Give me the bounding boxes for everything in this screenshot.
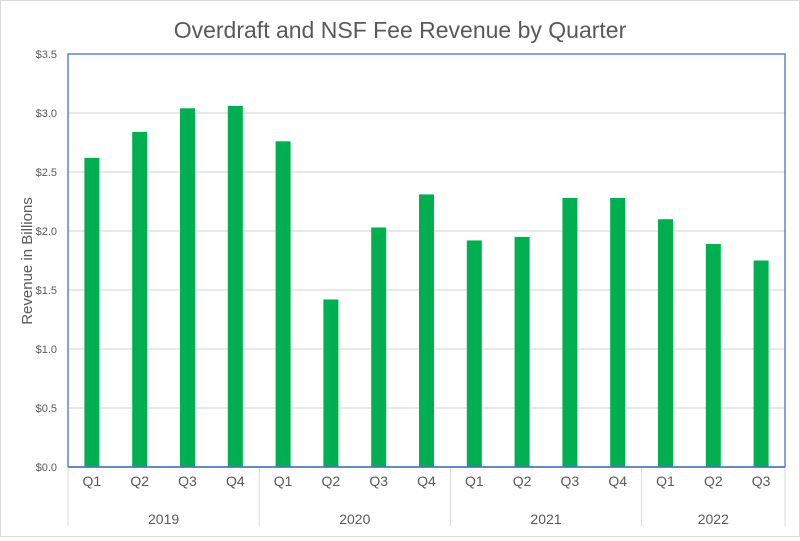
x-group-label: 2022	[698, 511, 729, 527]
bar	[705, 243, 721, 467]
bar	[132, 131, 148, 467]
y-tick-label: $2.0	[36, 226, 57, 238]
bar	[610, 197, 626, 467]
x-tick-label: Q4	[608, 473, 627, 489]
bar	[323, 299, 339, 467]
y-tick-label: $0.0	[36, 462, 57, 474]
x-tick-label: Q1	[465, 473, 484, 489]
bar	[180, 108, 195, 467]
bar	[227, 105, 243, 468]
x-tick-label: Q4	[417, 473, 436, 489]
x-tick-label: Q1	[274, 473, 293, 489]
y-tick-label: $3.0	[36, 108, 57, 120]
y-tick-label: $3.5	[36, 49, 57, 61]
x-tick-label: Q3	[561, 473, 580, 489]
y-tick-label: $1.0	[36, 344, 57, 356]
x-tick-label: Q1	[656, 473, 675, 489]
bar	[84, 157, 100, 467]
x-tick-label: Q2	[322, 473, 341, 489]
bar	[753, 260, 769, 467]
x-tick-label: Q4	[226, 473, 245, 489]
y-tick-label: $2.5	[36, 167, 57, 179]
y-tick-label: $1.5	[36, 285, 57, 297]
x-tick-label: Q3	[369, 473, 388, 489]
x-tick-label: Q3	[752, 473, 771, 489]
bar	[658, 219, 673, 467]
chart-title: Overdraft and NSF Fee Revenue by Quarter	[174, 17, 627, 43]
x-group-label: 2021	[530, 511, 561, 527]
x-tick-label: Q2	[513, 473, 532, 489]
bar	[514, 236, 530, 467]
x-tick-label: Q2	[130, 473, 149, 489]
x-tick-label: Q3	[178, 473, 197, 489]
x-group-label: 2020	[339, 511, 370, 527]
bar	[466, 240, 482, 467]
x-group-label: 2019	[148, 511, 179, 527]
x-tick-label: Q1	[83, 473, 102, 489]
bar	[419, 194, 434, 468]
x-tick-label: Q2	[704, 473, 723, 489]
bar	[562, 197, 578, 467]
y-tick-label: $0.5	[36, 403, 57, 415]
bar	[275, 141, 291, 467]
bar	[371, 227, 387, 467]
y-axis-label: Revenue in Billions	[19, 197, 36, 325]
